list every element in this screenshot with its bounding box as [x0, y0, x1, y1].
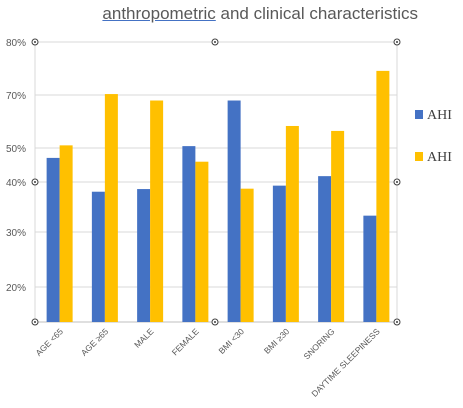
x-axis-category-labels: AGE <65 AGE ≥65 MALE FEMALE BMI <30 BMI ≥30 SN…	[33, 326, 382, 399]
resize-handle-dot	[214, 321, 216, 323]
resize-handle-dot	[396, 181, 398, 183]
bar-series-1	[227, 100, 241, 323]
x-category-label: MALE	[132, 326, 156, 350]
bar-series-2	[285, 125, 299, 322]
bar-series-2	[195, 161, 209, 322]
legend-swatch	[415, 110, 423, 119]
legend-swatch	[415, 152, 423, 161]
bar-series-1	[182, 146, 196, 322]
bar-series-1	[46, 157, 60, 322]
resize-handle-dot	[34, 181, 36, 183]
bar-series-2	[240, 188, 254, 322]
x-category-label: FEMALE	[170, 326, 201, 357]
resize-handle-dot	[396, 321, 398, 323]
bar-series-2	[104, 94, 118, 322]
y-tick-label: 30%	[6, 228, 26, 239]
x-category-label: BMI <30	[216, 326, 246, 356]
y-axis-tick-labels: 80% 70% 50% 40% 30% 20%	[6, 38, 26, 294]
bar-series-1	[318, 176, 332, 322]
resize-handle-dot	[214, 41, 216, 43]
bar-series-1	[272, 185, 286, 322]
bar-series-2	[150, 100, 164, 323]
y-tick-label: 20%	[6, 283, 26, 294]
bars	[46, 70, 390, 323]
y-tick-label: 70%	[6, 91, 26, 102]
y-tick-label: 40%	[6, 178, 26, 189]
legend: AHI AHI	[415, 108, 452, 165]
x-category-label: AGE ≥65	[79, 326, 111, 358]
y-tick-label: 50%	[6, 144, 26, 155]
y-tick-label: 80%	[6, 38, 26, 49]
legend-label: AHI	[427, 108, 452, 123]
bar-series-2	[331, 130, 345, 322]
resize-handle-dot	[34, 41, 36, 43]
chart-title-part1: anthropometric	[102, 4, 216, 23]
resize-handle-dot	[34, 321, 36, 323]
legend-label: AHI	[427, 150, 452, 165]
bar-series-1	[137, 189, 151, 322]
bar-series-2	[376, 70, 390, 322]
bar-series-1	[91, 191, 105, 322]
x-category-label: BMI ≥30	[262, 326, 292, 356]
bar-series-2	[59, 145, 73, 322]
bar-series-1	[363, 215, 377, 322]
chart-title: anthropometric and clinical characterist…	[0, 4, 463, 24]
x-category-label: AGE <65	[33, 326, 65, 358]
chart-title-part2: and clinical characteristics	[215, 4, 418, 23]
resize-handle-dot	[396, 41, 398, 43]
x-category-label: SNORING	[301, 326, 336, 361]
selection-handles	[31, 38, 401, 326]
